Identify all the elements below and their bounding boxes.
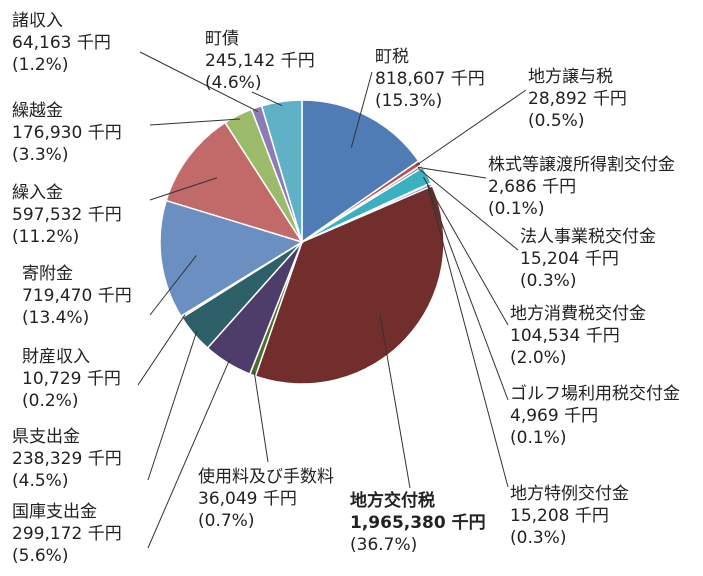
value-label: 28,892 千円	[528, 89, 627, 109]
category-label: 法人事業税交付金	[520, 227, 656, 247]
leader-line	[251, 91, 283, 107]
leader-line	[417, 166, 487, 179]
value-label: 1,965,380 千円	[350, 513, 486, 533]
category-label: 地方交付税	[350, 490, 435, 511]
percent-label: (4.5%)	[12, 471, 68, 491]
slices	[159, 99, 445, 385]
percent-label: (0.1%)	[488, 199, 544, 219]
value-label: 597,532 千円	[12, 205, 122, 225]
leader-line	[149, 177, 218, 201]
category-label: 地方譲与税	[528, 67, 613, 87]
leader-line	[253, 371, 269, 463]
leader-line	[418, 168, 519, 251]
percent-label: (0.3%)	[510, 528, 566, 548]
value-label: 245,142 千円	[205, 51, 315, 71]
percent-label: (36.7%)	[350, 535, 417, 555]
slice	[260, 99, 303, 243]
category-label: 財産収入	[22, 347, 90, 367]
category-label: 繰越金	[12, 101, 63, 121]
percent-label: (0.7%)	[198, 511, 254, 531]
leader-line	[427, 186, 509, 488]
leader-line	[149, 255, 197, 316]
percent-label: (0.3%)	[520, 271, 576, 291]
category-label: 町債	[205, 29, 239, 49]
percent-label: (5.6%)	[12, 546, 68, 566]
leader-line	[422, 176, 509, 326]
leader-line	[426, 184, 509, 401]
category-label: 株式等譲渡所得割交付金	[488, 155, 675, 175]
percent-label: (0.5%)	[528, 111, 584, 131]
value-label: 4,969 千円	[510, 406, 598, 426]
category-label: 県支出金	[12, 427, 80, 447]
category-label: ゴルフ場利用税交付金	[510, 383, 680, 404]
category-label: 国庫支出金	[12, 502, 97, 522]
leader-line	[147, 330, 198, 481]
value-label: 64,163 千円	[12, 33, 111, 53]
value-label: 299,172 千円	[12, 524, 122, 544]
percent-label: (15.3%)	[375, 91, 442, 111]
percent-label: (3.3%)	[12, 145, 68, 165]
percent-label: (0.1%)	[510, 428, 566, 448]
value-label: 238,329 千円	[12, 449, 122, 469]
value-label: 719,470 千円	[22, 286, 132, 306]
leader-line	[416, 89, 527, 166]
leader-line	[350, 71, 373, 148]
percent-label: (0.2%)	[22, 391, 78, 411]
leader-line	[139, 51, 259, 112]
value-label: 2,686 千円	[488, 177, 576, 197]
percent-label: (11.2%)	[12, 227, 79, 247]
slice	[159, 199, 304, 318]
leader-line	[379, 314, 411, 489]
value-label: 15,204 千円	[520, 249, 619, 269]
value-label: 176,930 千円	[12, 123, 122, 143]
value-label: 15,208 千円	[510, 506, 609, 526]
category-label: 繰入金	[12, 183, 63, 203]
value-label: 36,049 千円	[198, 489, 297, 509]
value-label: 10,729 千円	[22, 369, 121, 389]
slice	[165, 121, 304, 244]
category-label: 地方特例交付金	[510, 484, 629, 504]
slice	[301, 99, 420, 244]
category-label: 使用料及び手数料	[198, 466, 334, 487]
percent-label: (4.6%)	[205, 73, 261, 93]
percent-label: (13.4%)	[22, 308, 89, 328]
leader-line	[149, 118, 240, 126]
percent-label: (2.0%)	[510, 348, 566, 368]
leader-line	[147, 359, 231, 549]
leader-line	[137, 314, 186, 386]
category-label: 諸収入	[12, 11, 63, 31]
category-label: 地方消費税交付金	[510, 304, 646, 324]
value-label: 104,534 千円	[510, 326, 620, 346]
category-label: 町税	[375, 47, 409, 67]
value-label: 818,607 千円	[375, 69, 485, 89]
percent-label: (1.2%)	[12, 55, 68, 75]
category-label: 寄附金	[22, 264, 73, 284]
